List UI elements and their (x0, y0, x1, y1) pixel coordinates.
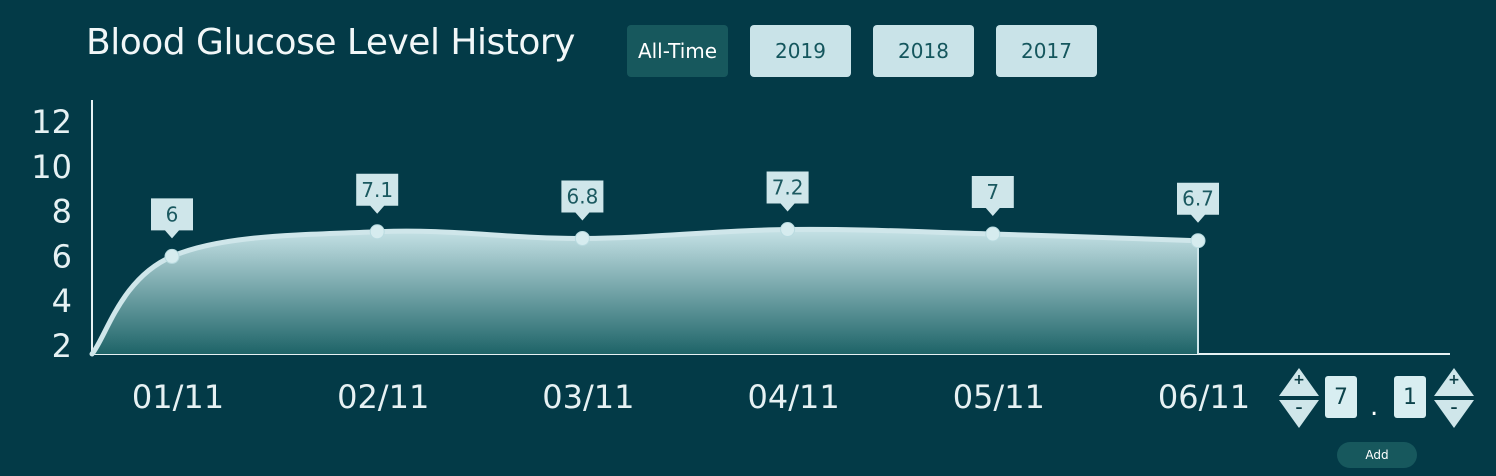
data-label-callout (561, 180, 604, 221)
data-label-callout (971, 176, 1014, 216)
tab-all-time[interactable]: All-Time (627, 25, 728, 77)
data-point (780, 222, 796, 238)
x-tick-label: 04/11 (747, 378, 839, 416)
x-tick-label: 05/11 (953, 378, 1045, 416)
decimal-decrement-button[interactable] (1434, 400, 1474, 428)
data-label-callout (151, 198, 193, 239)
integer-digit-field[interactable]: 7 (1325, 376, 1357, 418)
tab-2018[interactable]: 2018 (873, 25, 974, 77)
decimal-digit-field[interactable]: 1 (1394, 376, 1426, 418)
y-tick-label: 2 (52, 327, 72, 365)
x-tick-label: 01/11 (132, 378, 224, 416)
y-tick-label: 10 (31, 148, 72, 186)
x-tick-label: 03/11 (542, 378, 634, 416)
data-labels: 6 7.1 6.8 7.2 7 6.7 (151, 171, 1219, 239)
page-title: Blood Glucose Level History (86, 22, 575, 63)
data-label: 7.2 (772, 176, 804, 200)
data-label: 6.8 (566, 184, 598, 208)
y-tick-label: 4 (52, 282, 72, 320)
data-point (164, 248, 180, 264)
decimal-increment-button[interactable] (1434, 368, 1474, 396)
data-point (369, 224, 385, 240)
series-layer (89, 222, 1206, 357)
data-point (1190, 233, 1206, 249)
tab-2017[interactable]: 2017 (996, 25, 1097, 77)
integer-stepper: + – (1279, 368, 1319, 428)
data-label: 6 (166, 202, 179, 226)
decimal-separator: . (1370, 392, 1379, 422)
tab-2019[interactable]: 2019 (750, 25, 851, 77)
data-point (985, 226, 1001, 242)
series-area-fill (92, 229, 1198, 354)
y-tick-label: 8 (52, 193, 72, 231)
data-label-callout (1177, 182, 1219, 223)
data-point (574, 230, 590, 246)
data-label: 6.7 (1182, 187, 1214, 211)
data-label: 7 (986, 180, 999, 204)
integer-decrement-button[interactable] (1279, 400, 1319, 428)
x-axis-labels: 01/11 02/11 03/11 04/11 05/11 06/11 (132, 378, 1250, 416)
data-label-callout (356, 173, 399, 214)
x-tick-label: 02/11 (337, 378, 429, 416)
data-label-callout (766, 171, 809, 212)
y-tick-label: 6 (52, 237, 72, 275)
data-label: 7.1 (361, 178, 393, 202)
y-axis-labels: 12 10 8 6 4 2 (31, 103, 72, 365)
integer-increment-button[interactable] (1279, 368, 1319, 396)
decimal-stepper: + – (1434, 368, 1474, 428)
add-reading-button[interactable]: Add (1337, 442, 1417, 468)
y-tick-label: 12 (31, 103, 72, 141)
x-tick-label: 06/11 (1158, 378, 1250, 416)
